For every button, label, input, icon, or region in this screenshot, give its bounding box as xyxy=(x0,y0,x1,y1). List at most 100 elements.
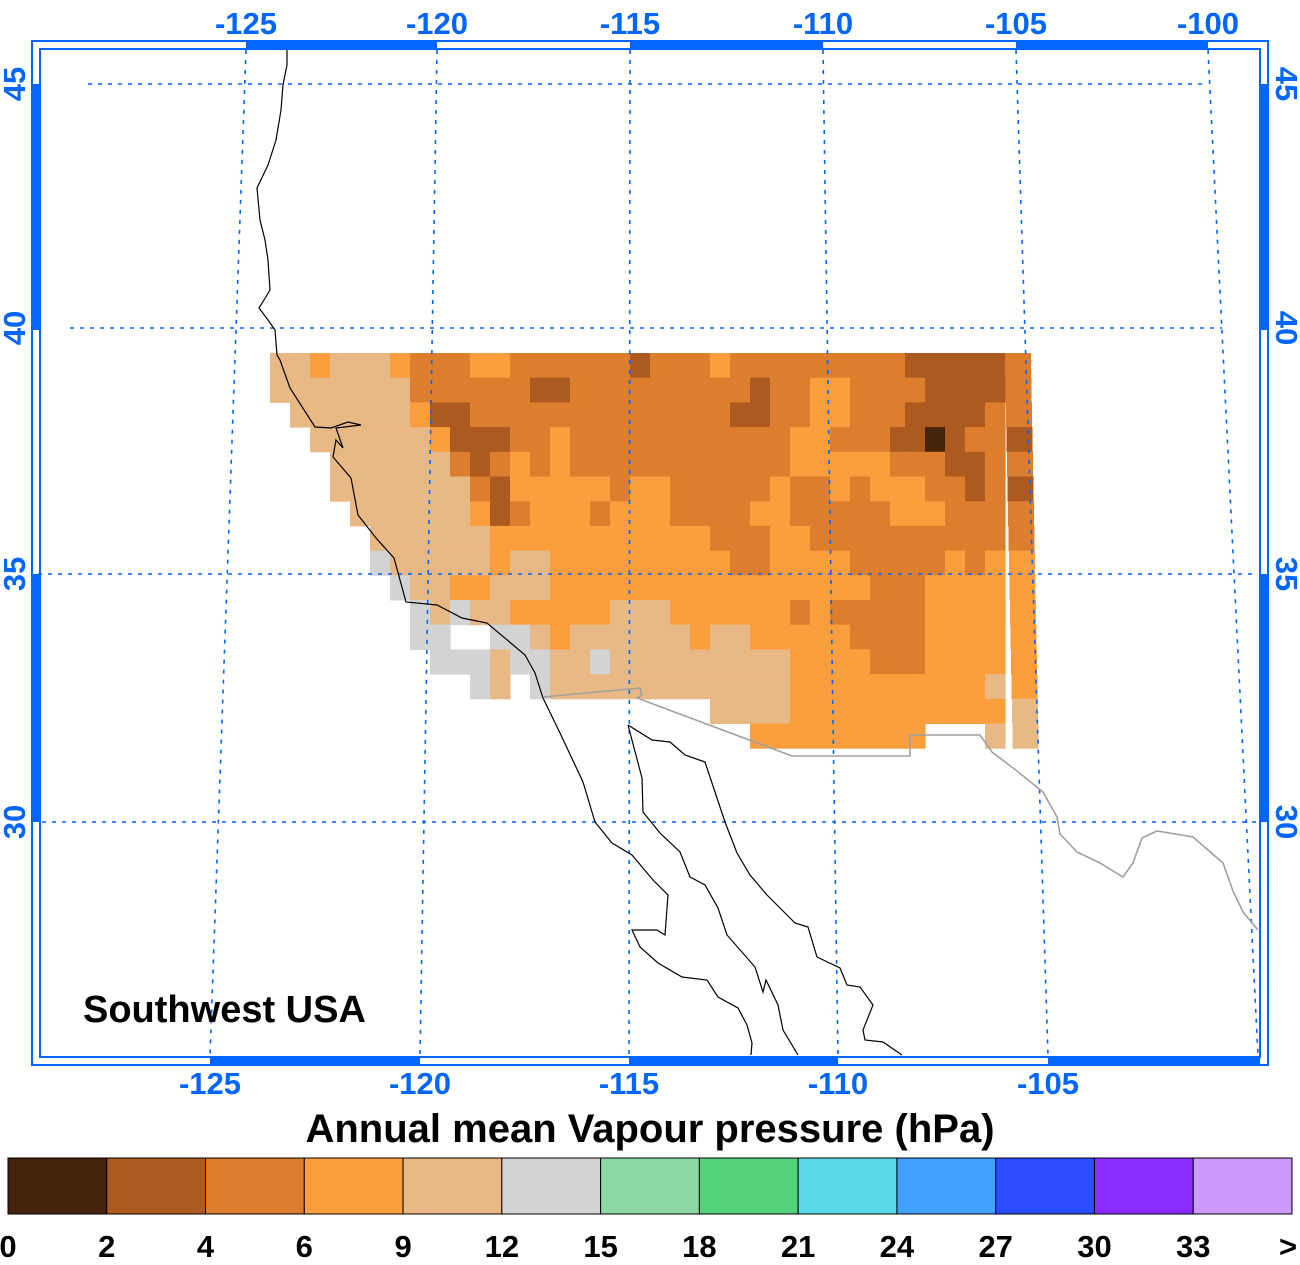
grid-cell xyxy=(630,575,651,601)
grid-cell xyxy=(550,377,571,403)
grid-cell xyxy=(790,575,811,601)
grid-cell xyxy=(670,402,691,428)
grid-cell xyxy=(490,649,511,675)
grid-cell xyxy=(630,353,651,379)
grid-cell xyxy=(630,402,651,428)
colorbar-tick-label: 9 xyxy=(394,1229,411,1264)
grid-cell xyxy=(590,476,611,502)
grid-cell xyxy=(390,451,411,477)
grid-cell xyxy=(650,377,671,403)
grid-cell xyxy=(870,698,891,724)
grid-cell xyxy=(410,476,431,502)
grid-cell xyxy=(530,525,551,552)
grid-cell xyxy=(610,377,631,403)
grid-cell xyxy=(350,427,371,453)
grid-cell xyxy=(770,575,791,601)
grid-cell xyxy=(470,451,491,477)
grid-cell xyxy=(410,427,431,453)
grid-cell xyxy=(350,476,371,502)
grid-cell xyxy=(570,600,591,626)
grid-cell xyxy=(450,525,471,552)
grid-cell xyxy=(530,600,551,626)
grid-cell xyxy=(510,624,531,650)
grid-cell xyxy=(470,575,491,601)
grid-cell xyxy=(490,674,511,700)
lon-label: -105 xyxy=(985,6,1047,41)
grid-cell xyxy=(810,575,831,601)
grid-cell xyxy=(850,624,871,650)
grid-cell xyxy=(510,649,531,675)
grid-cell xyxy=(330,476,351,502)
grid-cell xyxy=(690,377,711,403)
grid-cell xyxy=(790,723,811,749)
grid-cell xyxy=(710,451,731,477)
grid-cell xyxy=(530,402,551,428)
grid-cell xyxy=(830,600,851,626)
grid-cell xyxy=(965,501,986,527)
grid-cell xyxy=(730,600,751,626)
grid-cell xyxy=(750,377,771,403)
grid-cell xyxy=(810,377,831,403)
grid-cell xyxy=(550,501,571,527)
grid-cell xyxy=(925,600,946,626)
grid-cell xyxy=(830,550,851,576)
lat-label: 30 xyxy=(1269,805,1300,839)
grid-cell xyxy=(550,600,571,626)
grid-cell xyxy=(985,674,1006,700)
grid-cell xyxy=(370,525,391,552)
grid-cell xyxy=(290,402,311,428)
bottom-bar-125-120 xyxy=(210,1057,420,1065)
top-longitude-labels: -125 -120 -115 -110 -105 -100 xyxy=(215,6,1239,41)
grid-cell xyxy=(750,525,771,552)
grid-cell xyxy=(730,402,751,428)
grid-cell xyxy=(790,501,811,527)
grid-cell xyxy=(690,550,711,576)
grid-cell xyxy=(790,402,811,428)
grid-cell xyxy=(850,501,871,527)
grid-cell xyxy=(690,624,711,650)
grid-cell xyxy=(350,377,371,403)
grid-cell xyxy=(730,476,751,502)
lat-label: 45 xyxy=(0,67,32,101)
colorbar-tick-label: 0 xyxy=(0,1229,17,1264)
grid-cell xyxy=(870,723,891,749)
grid-cell xyxy=(925,698,946,724)
colorbar-swatch xyxy=(995,1157,1095,1215)
colorbar-tick-label: 33 xyxy=(1176,1229,1210,1264)
grid-cell xyxy=(390,402,411,428)
grid-cell xyxy=(450,451,471,477)
right-bar-45-40 xyxy=(1260,84,1268,330)
grid-cell xyxy=(1005,353,1031,379)
grid-cell xyxy=(470,501,491,527)
grid-cell xyxy=(905,550,926,576)
grid-cell xyxy=(610,600,631,626)
grid-cell xyxy=(630,525,651,552)
lon-label: -100 xyxy=(1177,6,1239,41)
grid-cell xyxy=(630,674,651,700)
grid-cell xyxy=(730,353,751,379)
grid-cell xyxy=(945,377,966,403)
grid-cell xyxy=(590,427,611,453)
map-title: Annual mean Vapour pressure (hPa) xyxy=(305,1107,994,1151)
grid-cell xyxy=(610,476,631,502)
grid-cell xyxy=(530,550,551,576)
colorbar-tick-label: 18 xyxy=(682,1229,716,1264)
grid-cell xyxy=(750,698,771,724)
grid-cell xyxy=(850,550,871,576)
colorbar-labels: 0 2 4 6 9 12 15 18 21 24 27 30 33 > xyxy=(0,1229,1297,1264)
grid-cell xyxy=(945,624,966,650)
grid-cell xyxy=(510,476,531,502)
grid-cell xyxy=(590,575,611,601)
colorbar-swatch xyxy=(1192,1157,1293,1215)
grid-cell xyxy=(870,624,891,650)
grid-cell xyxy=(770,476,791,502)
grid-cell xyxy=(870,353,891,379)
grid-cell xyxy=(770,649,791,675)
colorbar-swatch xyxy=(896,1157,997,1215)
grid-cell xyxy=(770,698,791,724)
meridian-105 xyxy=(1015,49,1049,1057)
grid-cell xyxy=(710,476,731,502)
lon-label: -115 xyxy=(600,6,660,41)
grid-cell xyxy=(1011,674,1038,700)
grid-cell xyxy=(1008,501,1034,527)
